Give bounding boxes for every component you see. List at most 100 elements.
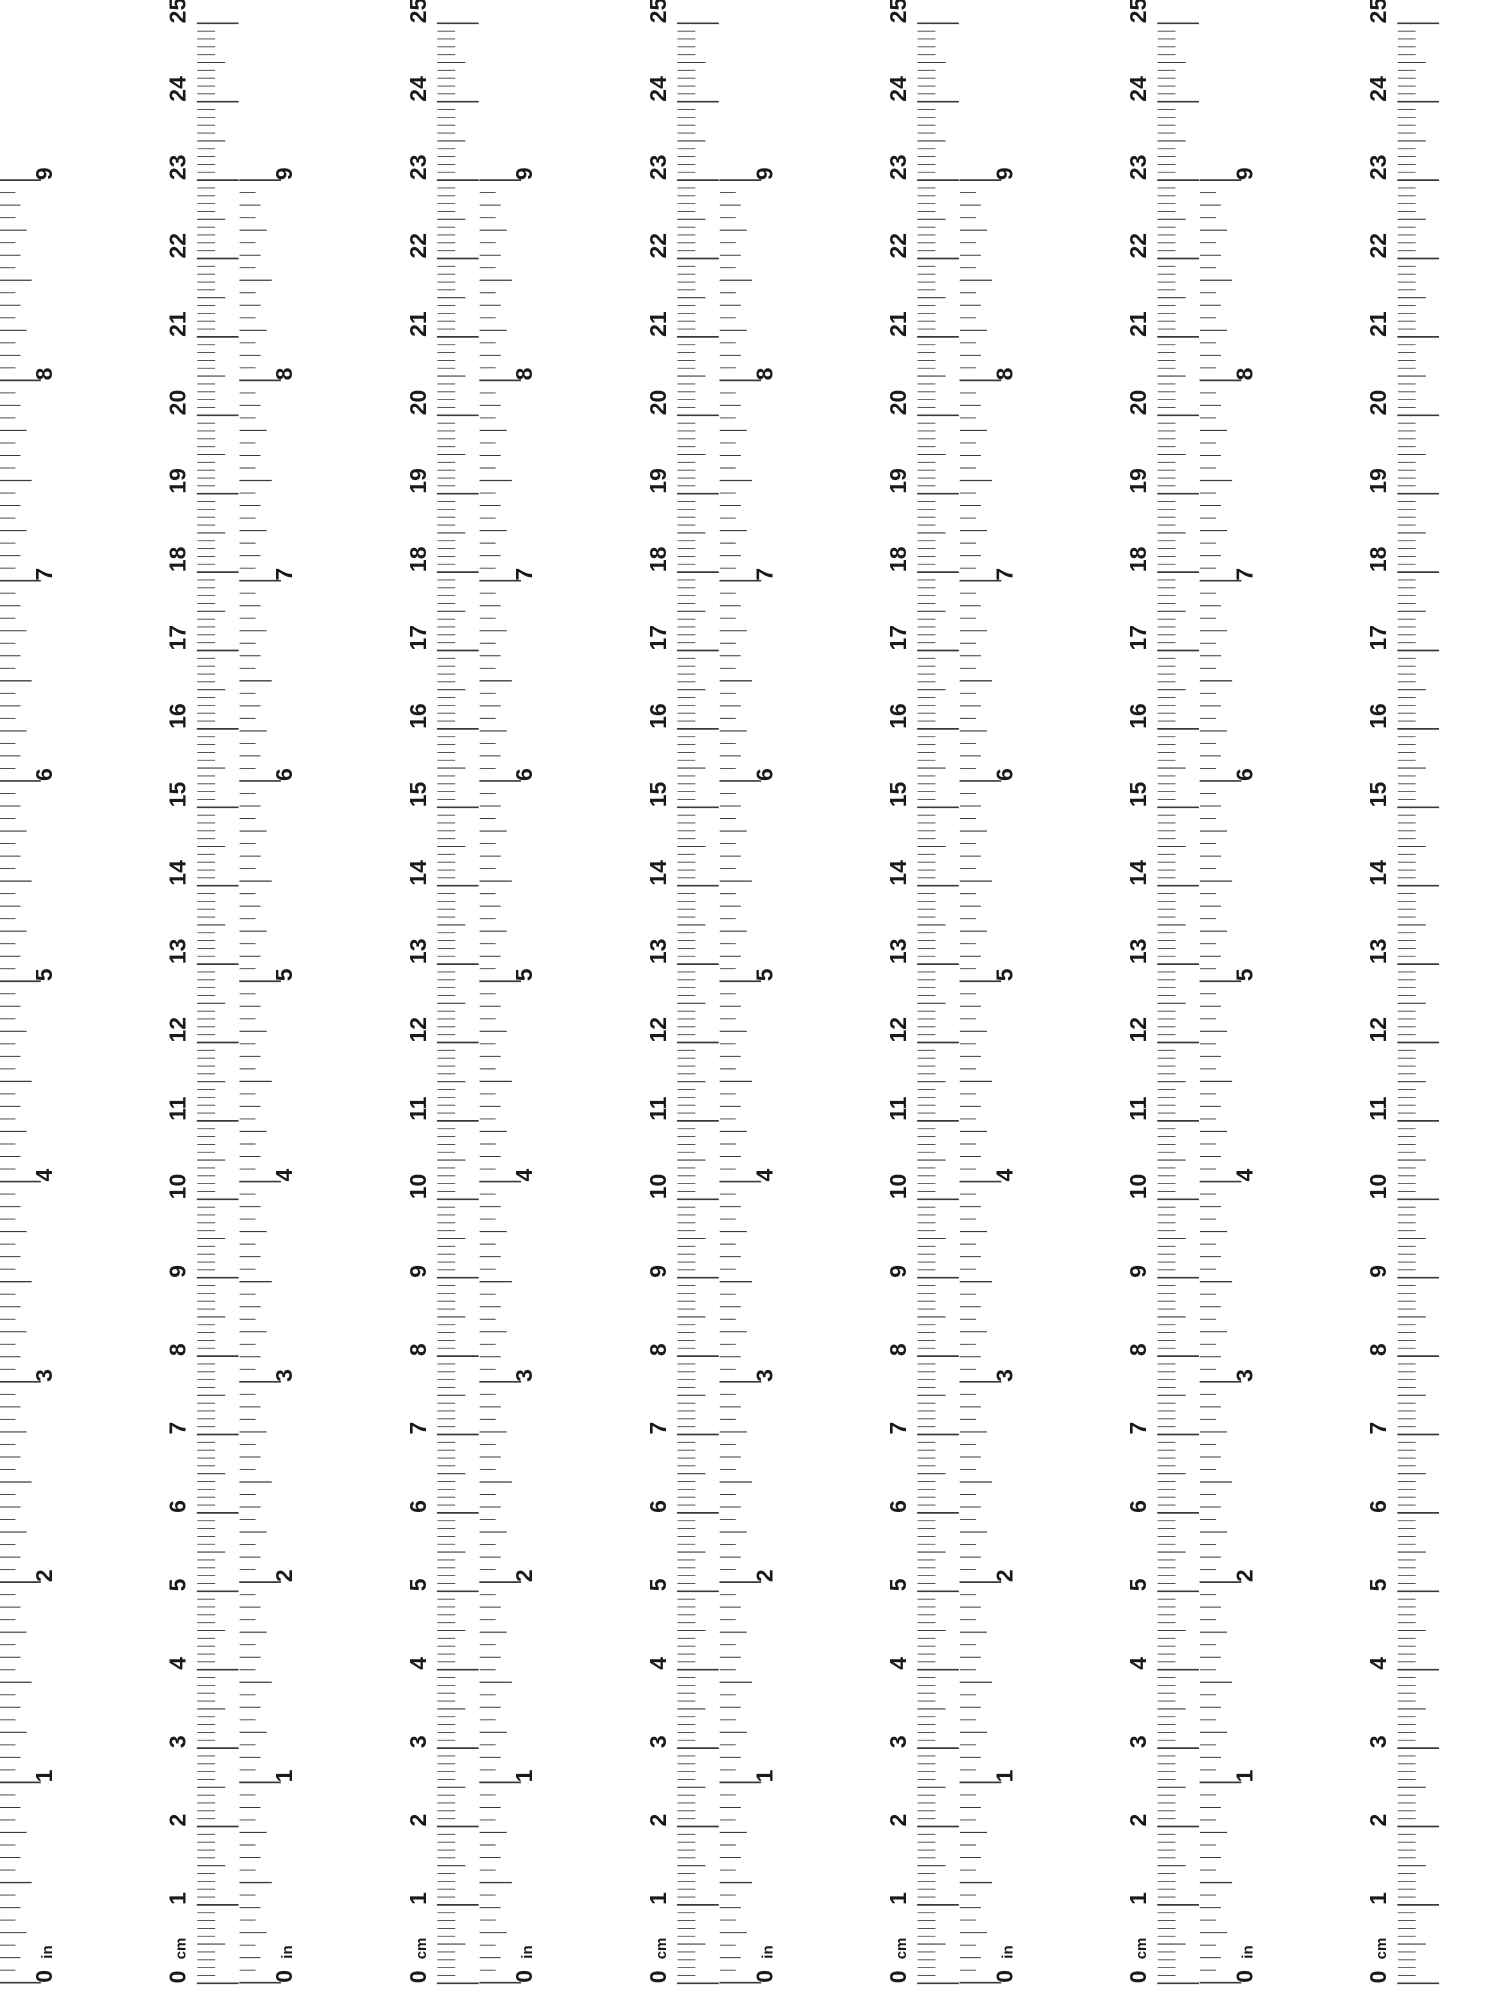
svg-text:4: 4 (885, 1657, 911, 1670)
svg-text:20: 20 (165, 390, 191, 416)
svg-text:3: 3 (511, 1369, 537, 1382)
svg-text:25: 25 (1125, 0, 1151, 23)
svg-text:7: 7 (405, 1422, 431, 1435)
svg-text:2: 2 (31, 1569, 57, 1582)
svg-text:14: 14 (645, 860, 671, 886)
svg-text:1: 1 (645, 1892, 671, 1905)
svg-text:3: 3 (405, 1735, 431, 1748)
svg-text:24: 24 (885, 76, 911, 102)
svg-text:12: 12 (405, 1017, 431, 1043)
svg-text:16: 16 (645, 703, 671, 729)
svg-text:5: 5 (511, 968, 537, 981)
svg-text:0: 0 (165, 1971, 191, 1984)
svg-text:24: 24 (405, 76, 431, 102)
svg-text:13: 13 (1125, 939, 1151, 965)
svg-text:cm: cm (893, 1938, 910, 1960)
svg-text:in: in (519, 1945, 536, 1958)
svg-text:11: 11 (1125, 1096, 1151, 1121)
svg-text:8: 8 (645, 1343, 671, 1356)
svg-text:8: 8 (1365, 1343, 1391, 1356)
svg-text:8: 8 (405, 1343, 431, 1356)
svg-text:7: 7 (1232, 568, 1258, 581)
svg-text:0: 0 (885, 1971, 911, 1984)
svg-text:9: 9 (405, 1265, 431, 1278)
svg-text:22: 22 (885, 233, 911, 259)
svg-text:1: 1 (1365, 1892, 1391, 1905)
svg-text:1: 1 (751, 1769, 777, 1782)
svg-text:25: 25 (885, 0, 911, 23)
svg-text:15: 15 (1365, 782, 1391, 808)
svg-text:7: 7 (31, 568, 57, 581)
svg-text:6: 6 (165, 1500, 191, 1513)
svg-text:4: 4 (271, 1169, 297, 1182)
svg-text:4: 4 (645, 1657, 671, 1670)
svg-text:14: 14 (1125, 860, 1151, 886)
svg-text:4: 4 (1232, 1169, 1258, 1182)
svg-text:9: 9 (31, 167, 57, 180)
svg-text:5: 5 (1125, 1578, 1151, 1591)
svg-text:11: 11 (1365, 1096, 1391, 1121)
svg-text:1: 1 (991, 1769, 1017, 1782)
svg-text:0: 0 (645, 1971, 671, 1984)
svg-text:20: 20 (645, 390, 671, 416)
svg-text:7: 7 (271, 568, 297, 581)
svg-text:23: 23 (885, 155, 911, 181)
svg-text:20: 20 (1365, 390, 1391, 416)
svg-text:in: in (759, 1945, 776, 1958)
svg-text:17: 17 (1365, 625, 1391, 651)
svg-text:16: 16 (1365, 703, 1391, 729)
svg-text:4: 4 (751, 1169, 777, 1182)
svg-text:18: 18 (405, 546, 431, 572)
svg-text:in: in (1240, 1945, 1257, 1958)
svg-text:9: 9 (885, 1265, 911, 1278)
svg-text:cm: cm (653, 1938, 670, 1960)
svg-text:9: 9 (1125, 1265, 1151, 1278)
svg-text:21: 21 (405, 311, 431, 337)
svg-text:6: 6 (991, 768, 1017, 781)
svg-text:18: 18 (885, 546, 911, 572)
svg-text:2: 2 (1125, 1814, 1151, 1827)
svg-text:10: 10 (405, 1174, 431, 1200)
svg-text:14: 14 (405, 860, 431, 886)
svg-text:4: 4 (991, 1169, 1017, 1182)
svg-text:8: 8 (751, 367, 777, 380)
svg-text:13: 13 (885, 939, 911, 965)
svg-text:3: 3 (991, 1369, 1017, 1382)
svg-text:16: 16 (1125, 703, 1151, 729)
svg-text:4: 4 (1365, 1657, 1391, 1670)
svg-text:8: 8 (271, 367, 297, 380)
svg-text:3: 3 (1365, 1735, 1391, 1748)
svg-text:19: 19 (165, 468, 191, 494)
svg-text:0: 0 (1365, 1971, 1391, 1984)
svg-text:15: 15 (885, 782, 911, 808)
svg-text:21: 21 (885, 311, 911, 337)
svg-text:7: 7 (1125, 1422, 1151, 1435)
svg-text:6: 6 (1125, 1500, 1151, 1513)
svg-text:22: 22 (165, 233, 191, 259)
svg-text:1: 1 (165, 1892, 191, 1905)
svg-text:25: 25 (1365, 0, 1391, 23)
svg-text:5: 5 (1232, 968, 1258, 981)
svg-text:24: 24 (645, 76, 671, 102)
svg-text:20: 20 (1125, 390, 1151, 416)
svg-text:7: 7 (1365, 1422, 1391, 1435)
svg-text:1: 1 (885, 1892, 911, 1905)
svg-text:8: 8 (991, 367, 1017, 380)
svg-text:5: 5 (31, 968, 57, 981)
svg-text:8: 8 (165, 1343, 191, 1356)
svg-text:9: 9 (751, 167, 777, 180)
svg-text:4: 4 (31, 1169, 57, 1182)
svg-text:11: 11 (405, 1096, 431, 1121)
svg-text:11: 11 (885, 1096, 911, 1121)
svg-text:0: 0 (1125, 1971, 1151, 1984)
svg-text:15: 15 (405, 782, 431, 808)
svg-text:7: 7 (885, 1422, 911, 1435)
svg-text:5: 5 (1365, 1578, 1391, 1591)
svg-text:23: 23 (1365, 155, 1391, 181)
svg-text:22: 22 (1365, 233, 1391, 259)
svg-text:16: 16 (885, 703, 911, 729)
svg-text:0: 0 (1232, 1970, 1258, 1983)
svg-text:3: 3 (751, 1369, 777, 1382)
svg-text:8: 8 (1232, 367, 1258, 380)
svg-text:0: 0 (405, 1971, 431, 1984)
